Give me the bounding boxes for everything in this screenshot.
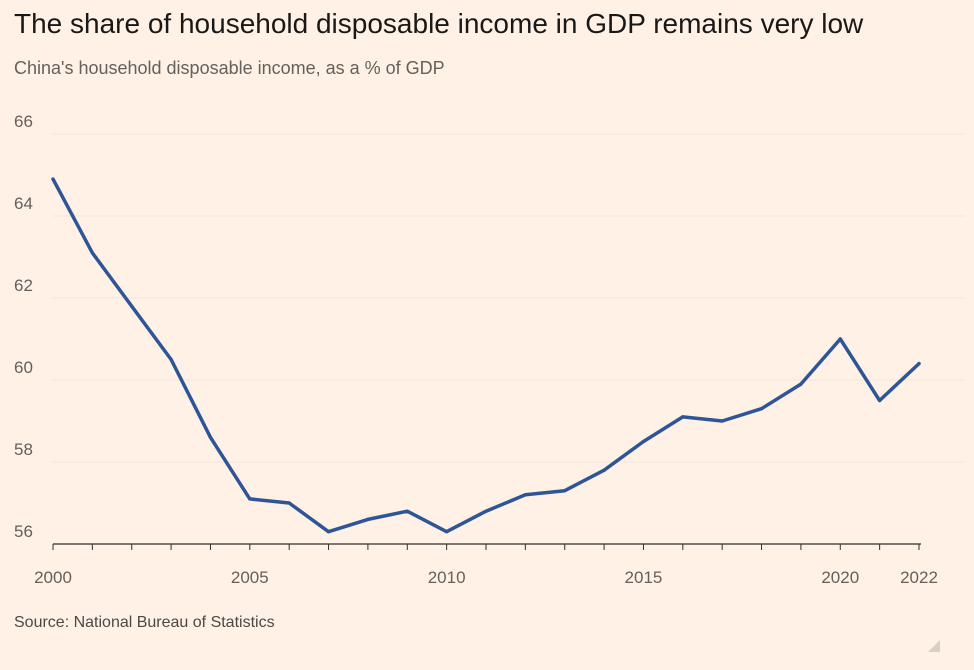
data-point bbox=[169, 357, 173, 362]
data-point bbox=[366, 517, 370, 522]
data-point bbox=[878, 398, 882, 403]
data-point bbox=[523, 493, 527, 497]
data-point bbox=[130, 304, 134, 308]
data-point bbox=[405, 509, 409, 513]
data-point bbox=[51, 177, 55, 181]
x-tick-label: 2020 bbox=[821, 568, 859, 587]
data-point bbox=[326, 530, 331, 534]
data-point bbox=[248, 497, 252, 501]
x-tick-label: 2010 bbox=[428, 568, 466, 587]
data-point bbox=[917, 362, 921, 366]
y-tick-label: 60 bbox=[14, 358, 33, 377]
data-point bbox=[563, 489, 567, 493]
chart-title: The share of household disposable income… bbox=[14, 8, 864, 39]
data-point bbox=[208, 435, 213, 439]
y-tick-label: 56 bbox=[14, 522, 33, 541]
data-point bbox=[445, 530, 449, 534]
series-group bbox=[51, 177, 921, 534]
data-point bbox=[287, 501, 291, 505]
source-note: Source: National Bureau of Statistics bbox=[14, 614, 275, 631]
x-tick-label: 2000 bbox=[34, 568, 72, 587]
data-point bbox=[484, 509, 488, 513]
data-point bbox=[90, 251, 94, 255]
data-point bbox=[681, 415, 685, 419]
x-tick-label: 2015 bbox=[625, 568, 663, 587]
y-tick-label: 62 bbox=[14, 276, 33, 295]
x-axis bbox=[52, 543, 921, 550]
y-tick-label: 64 bbox=[14, 194, 33, 213]
x-axis-ticks: 2000 2005 2010 2015 2020 2022 bbox=[34, 568, 938, 587]
data-point bbox=[799, 382, 803, 386]
x-tick-label: 2022 bbox=[900, 568, 938, 587]
y-axis-ticks: 56 58 60 62 64 66 bbox=[14, 112, 33, 541]
y-tick-label: 58 bbox=[14, 440, 33, 459]
data-point bbox=[602, 468, 606, 472]
y-tick-label: 66 bbox=[14, 112, 33, 131]
x-tick-label: 2005 bbox=[231, 568, 269, 587]
series-line bbox=[51, 177, 921, 534]
chart-subtitle: China's household disposable income, as … bbox=[14, 58, 445, 78]
data-point bbox=[641, 439, 646, 444]
data-point bbox=[759, 407, 764, 411]
data-point bbox=[838, 337, 842, 341]
resize-handle-icon bbox=[928, 640, 940, 652]
data-point bbox=[720, 419, 724, 423]
gridlines bbox=[53, 133, 965, 463]
